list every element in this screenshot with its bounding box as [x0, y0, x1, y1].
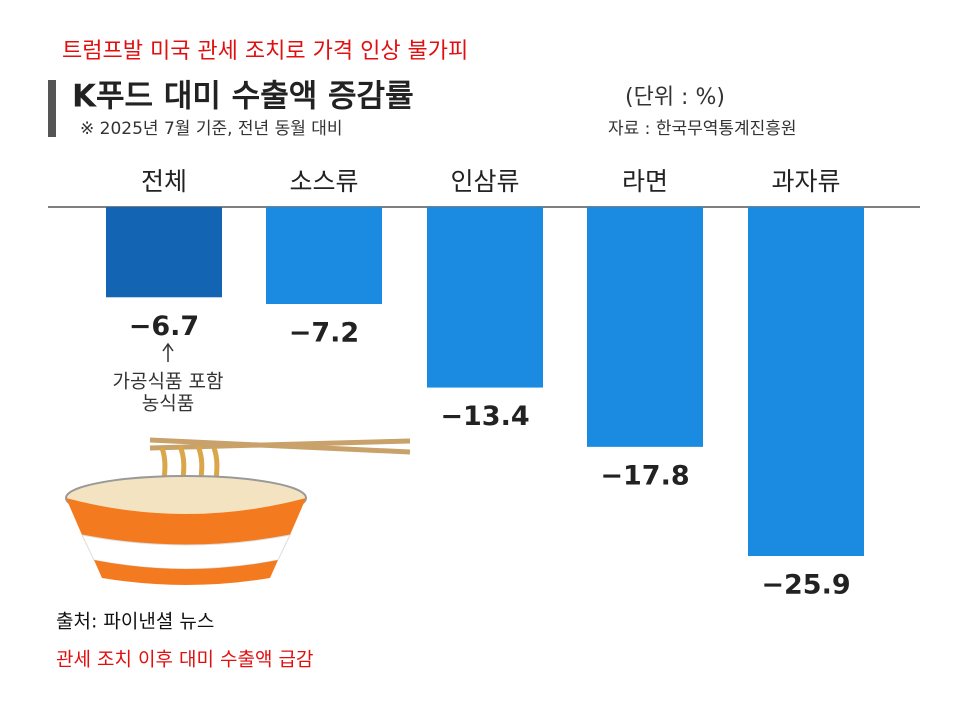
category-label: 소스류	[289, 167, 358, 196]
bar	[748, 207, 864, 556]
category-label: 인삼류	[450, 167, 519, 196]
value-label: −6.7	[129, 311, 199, 342]
value-label: −13.4	[440, 401, 529, 432]
category-label: 과자류	[771, 167, 840, 196]
title-accent	[48, 80, 56, 137]
bar	[587, 207, 703, 447]
chart-note: ※ 2025년 7월 기준, 전년 동월 대비	[80, 119, 343, 139]
category-label: 전체	[141, 167, 187, 196]
annotation: 가공식품 포함	[113, 371, 224, 393]
value-label: −7.2	[289, 318, 359, 349]
annotation-arrowhead	[162, 342, 174, 352]
slide-title: 트럼프발 미국 관세 조치로 가격 인상 불가피	[62, 39, 468, 64]
bar	[106, 207, 222, 298]
value-label: −25.9	[761, 570, 850, 601]
annotation: 농식품	[142, 393, 194, 415]
unit-label: (단위 : %)	[625, 85, 725, 110]
footer-caption: 관세 조치 이후 대미 수출액 급감	[56, 649, 313, 671]
noodle-illustration	[65, 437, 411, 585]
bar	[266, 207, 382, 305]
category-label: 라면	[622, 167, 668, 196]
footer-source: 출처: 파이낸셜 뉴스	[56, 611, 214, 633]
chart-source: 자료 : 한국무역통계진흥원	[608, 119, 797, 139]
chart-title: K푸드 대미 수출액 증감률	[72, 79, 414, 115]
value-label: −17.8	[600, 460, 689, 491]
bar	[427, 207, 543, 388]
